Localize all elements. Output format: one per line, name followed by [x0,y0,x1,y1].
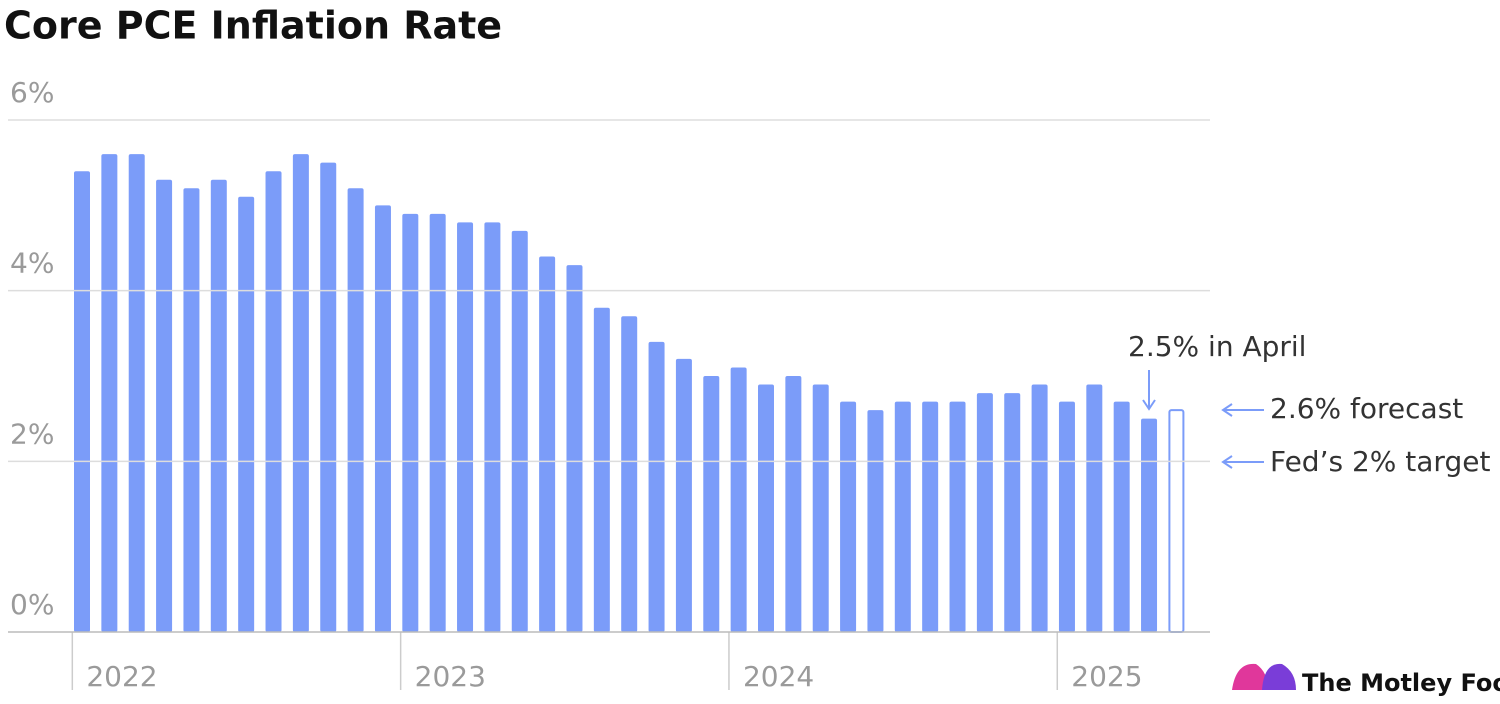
bar [949,401,966,632]
annotation: 2.6% forecast [1270,392,1463,425]
arrows [1142,370,1264,469]
y-tick-label: 2% [10,417,54,450]
bar [539,256,556,632]
bar [457,222,474,632]
bar [1113,401,1130,632]
bar [1031,384,1048,632]
bar [238,196,255,633]
bar [1004,393,1021,632]
bar [156,179,173,632]
bar [758,384,774,632]
bar [648,341,665,632]
bar [730,367,747,632]
x-tick-label: 2025 [1071,660,1142,693]
y-tick-label: 4% [10,247,54,280]
bar [976,393,993,632]
bar [511,230,528,632]
x-tick-label: 2022 [86,660,157,693]
bar [840,401,857,632]
bar [374,205,391,633]
bar [922,401,939,632]
bar [1086,384,1103,632]
y-tick-label: 0% [10,588,54,621]
bar [566,265,583,632]
bar [1141,418,1158,632]
bar [183,188,200,632]
logo: The Motley Fool [1232,663,1500,697]
bar [265,171,282,632]
bar [210,179,227,632]
bar [484,222,501,632]
logo-text: The Motley Fool [1302,669,1500,697]
bar [675,358,692,632]
bar [320,162,337,632]
bar [785,376,802,632]
bar [812,384,829,632]
chart-title: Core PCE Inflation Rate [4,4,502,48]
bar [703,376,720,632]
bar [402,213,419,632]
bar [593,307,610,632]
bar [101,154,118,632]
bar [621,316,638,632]
bar [128,154,145,632]
bar [292,154,309,632]
bar [1058,401,1075,632]
bar [867,410,884,632]
annotation: 2.5% in April [1128,330,1306,363]
bar [429,213,446,632]
annotation: Fed’s 2% target [1270,445,1490,478]
x-tick-label: 2023 [415,660,486,693]
y-tick-label: 6% [10,76,54,109]
bar [74,171,90,632]
forecast-bar [1168,409,1185,633]
bar [347,188,364,632]
x-tick-label: 2024 [743,660,814,693]
bar [894,401,911,632]
